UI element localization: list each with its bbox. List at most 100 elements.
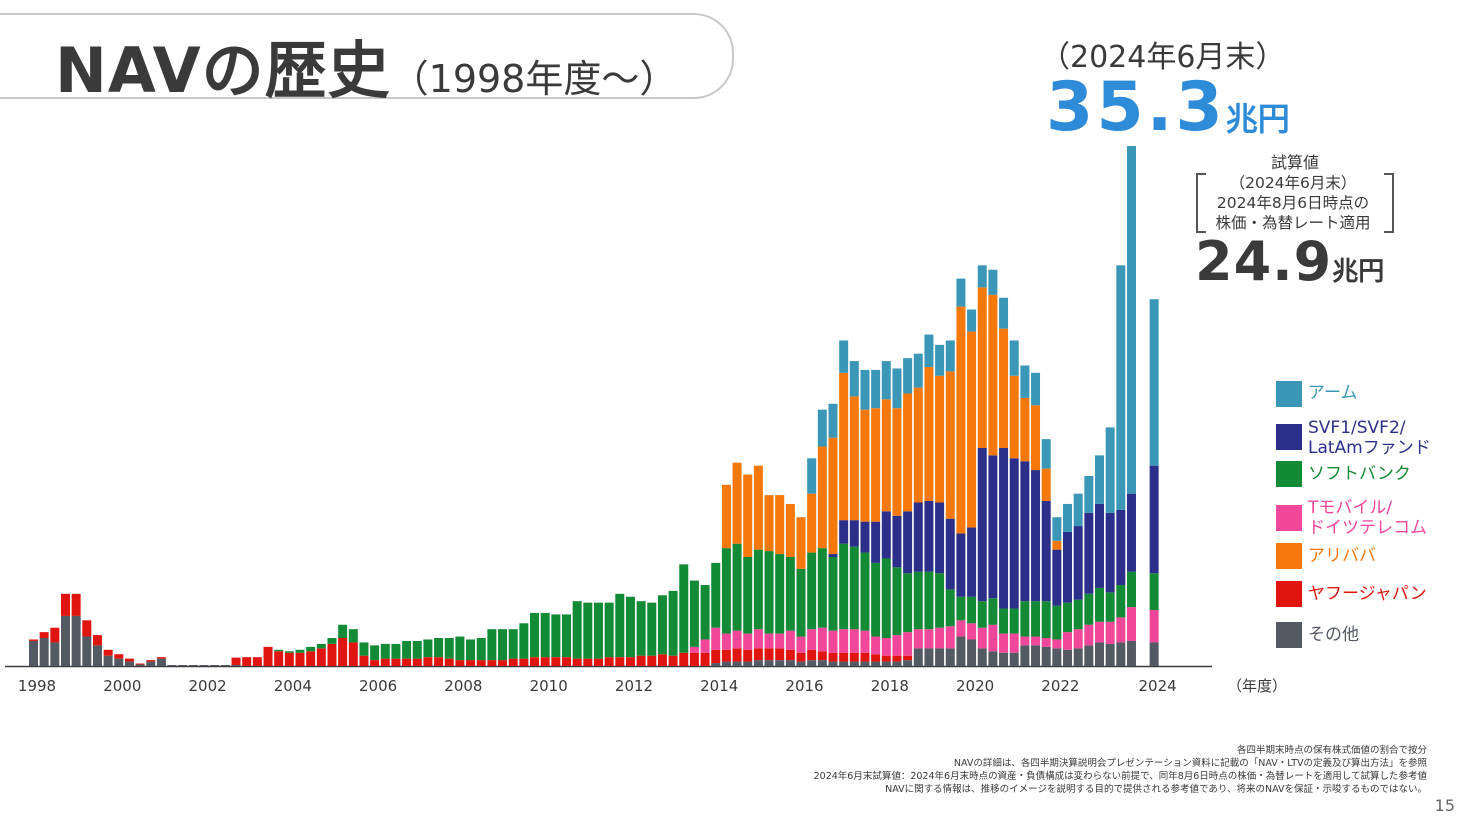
bar-segment-alibaba: [721, 484, 731, 549]
bar-segment-yahoo: [444, 658, 454, 666]
bar-segment-softbank: [679, 564, 689, 653]
bar-segment-alibaba: [977, 287, 987, 448]
bar-segment-softbank: [721, 548, 731, 634]
bar-segment-alibaba: [849, 396, 859, 521]
bar-segment-yahoo: [348, 642, 358, 666]
bar-segment-yahoo: [50, 627, 60, 643]
bar-segment-softbank: [860, 552, 870, 631]
bar-segment-softbank: [1073, 599, 1083, 630]
estimate-bracket: [1196, 173, 1394, 233]
bar-segment-softbank: [657, 595, 667, 655]
bar-segment-softbank: [583, 602, 593, 659]
bar-segment-other: [92, 645, 102, 666]
bar-segment-yahoo: [359, 655, 369, 666]
bar-segment-alibaba: [913, 387, 923, 503]
bar-segment-yahoo: [402, 658, 412, 666]
page-title: NAVの歴史（1998年度～）: [55, 20, 677, 110]
bar-segment-arm: [1052, 517, 1062, 541]
legend-label: Tモバイル/ドイツテレコム: [1308, 498, 1427, 538]
bar-segment-svf: [999, 447, 1009, 609]
bar-segment-softbank: [1052, 605, 1062, 640]
bar-segment-alibaba: [871, 408, 881, 522]
title-main: NAVの歴史: [55, 34, 391, 107]
bar-segment-arm: [924, 334, 934, 367]
bar-segment-svf: [860, 521, 870, 553]
title-sub: （1998年度～）: [390, 57, 678, 101]
bar-segment-softbank: [913, 571, 923, 630]
bar-segment-softbank: [423, 639, 433, 658]
bar-segment-alibaba: [892, 408, 902, 516]
bar-segment-alibaba: [1041, 468, 1051, 502]
bar-segment-other: [732, 661, 742, 666]
legend-label: ヤフージャパン: [1308, 584, 1427, 604]
bar-segment-svf: [945, 518, 955, 590]
bar-segment-yahoo: [455, 660, 465, 666]
bar-segment-tmobile: [913, 629, 923, 649]
bar-segment-other: [156, 658, 166, 666]
bar-segment-yahoo: [903, 655, 913, 661]
bar-segment-yahoo: [636, 655, 646, 666]
bar-segment-softbank: [604, 602, 614, 658]
bar-segment-softbank: [636, 601, 646, 656]
bar-segment-yahoo: [668, 655, 678, 666]
bar-segment-softbank: [967, 596, 977, 624]
bar-segment-softbank: [871, 562, 881, 637]
legend-label: SVF1/SVF2/LatAmファンド: [1308, 418, 1431, 458]
bar-segment-tmobile: [1063, 632, 1073, 650]
bar-segment-other: [988, 651, 998, 666]
bar-segment-softbank: [807, 552, 817, 630]
bar-segment-arm: [1105, 427, 1115, 513]
bar-segment-tmobile: [956, 620, 966, 637]
bar-segment-arm: [1084, 475, 1094, 513]
footnotes: 各四半期末時点の保有株式価値の割合で按分 NAVの詳細は、各四半期決算説明会プレ…: [814, 744, 1427, 796]
bar-segment-softbank: [274, 649, 284, 652]
legend-swatch: [1276, 505, 1302, 531]
bar-segment-tmobile: [721, 633, 731, 650]
bar-segment-yahoo: [711, 649, 721, 664]
bar-segment-tmobile: [785, 630, 795, 650]
bar-segment-other: [82, 636, 92, 666]
bar-segment-svf: [1052, 549, 1062, 606]
bar-segment-other: [1009, 652, 1019, 666]
bar-segment-yahoo: [615, 657, 625, 666]
bar-segment-softbank: [519, 623, 529, 659]
bar-segment-yahoo: [274, 651, 284, 666]
bar-segment-yahoo: [370, 660, 380, 666]
bar-segment-tmobile: [903, 632, 913, 656]
bar-segment-yahoo: [583, 658, 593, 666]
bar-segment-softbank: [732, 543, 742, 631]
bar-segment-svf: [1116, 509, 1126, 585]
bar-segment-softbank: [924, 571, 934, 630]
x-tick-label: 2020: [956, 677, 994, 695]
bar-segment-tmobile: [817, 627, 827, 652]
estimate-line: （2024年6月末）: [1229, 174, 1357, 192]
bar-segment-other: [135, 664, 145, 666]
bar-segment-other: [913, 648, 923, 666]
bar-segment-yahoo: [412, 658, 422, 666]
bar-segment-other: [1020, 645, 1030, 666]
bar-segment-arm: [817, 409, 827, 447]
x-tick-label: 2000: [103, 677, 141, 695]
bar-segment-other: [60, 615, 70, 666]
bar-segment-svf: [1126, 493, 1136, 572]
bar-segment-svf: [1020, 461, 1030, 602]
bar-segment-other: [1063, 649, 1073, 666]
bar-segment-arm: [807, 458, 817, 494]
bar-segment-other: [881, 661, 891, 666]
x-tick-label: 2018: [871, 677, 909, 695]
bar-segment-yahoo: [135, 663, 145, 665]
bar-segment-other: [860, 661, 870, 666]
bar-segment-softbank: [391, 643, 401, 659]
x-tick-label: 2012: [615, 677, 653, 695]
bar-segment-arm: [1116, 265, 1126, 510]
bar-segment-softbank: [466, 639, 476, 661]
bar-segment-yahoo: [881, 655, 891, 662]
bar-segment-yahoo: [423, 657, 433, 666]
x-tick-label: 2016: [785, 677, 823, 695]
bar-segment-softbank: [935, 573, 945, 628]
bar-segment-yahoo: [92, 635, 102, 646]
bar-segment-softbank: [785, 556, 795, 631]
bar-segment-yahoo: [753, 648, 763, 661]
highlight-unit: 兆円: [1225, 100, 1290, 138]
